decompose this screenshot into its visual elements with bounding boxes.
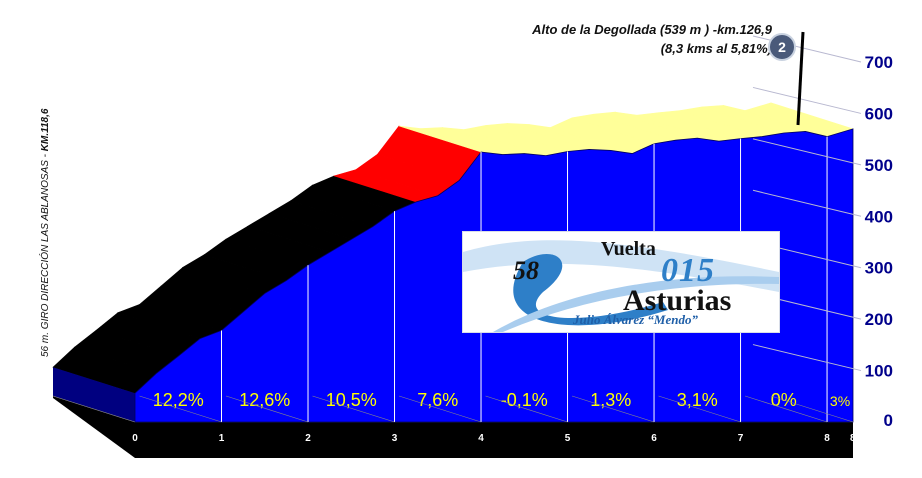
x-tick-label: 7: [738, 433, 744, 444]
y-tick-label: 500: [865, 156, 893, 175]
summit-label-line2: (8,3 kms al 5,81%): [532, 39, 772, 58]
x-tick-label: 2: [305, 433, 311, 444]
grade-label: 12,2%: [153, 390, 204, 410]
summit-label-line1: Alto de la Degollada (539 m ) -km.126,9: [532, 20, 772, 39]
logo-number: 58: [513, 256, 539, 286]
x-tick-label: 3: [392, 433, 398, 444]
x-tick-label: 6: [651, 433, 657, 444]
y-tick-label: 0: [884, 411, 893, 430]
start-note-km: KM.118,6: [40, 109, 51, 152]
summit-label: Alto de la Degollada (539 m ) -km.126,9 …: [532, 20, 772, 58]
race-logo: 58 Vuelta 015 Asturias Julio Álvarez “Me…: [462, 231, 780, 333]
x-tick-label: 1: [219, 433, 225, 444]
y-tick-label: 600: [865, 104, 893, 123]
x-tick-label: 5: [565, 433, 571, 444]
y-tick-label: 200: [865, 310, 893, 329]
brand-badge-icon: 2: [768, 33, 796, 61]
grade-label: 3%: [830, 393, 850, 409]
grade-label: 12,6%: [239, 390, 290, 410]
start-note-text: 56 m. GIRO DIRECCIÓN LAS ABLANOSAS -: [40, 151, 51, 357]
start-note: 56 m. GIRO DIRECCIÓN LAS ABLANOSAS - KM.…: [40, 109, 51, 357]
y-tick-label: 300: [865, 259, 893, 278]
grade-label: 1,3%: [590, 390, 631, 410]
grade-label: -0,1%: [501, 390, 548, 410]
x-tick-label: 0: [132, 433, 138, 444]
x-tick-label: 8: [824, 433, 830, 444]
brand-badge-text: 2: [778, 39, 786, 55]
altitude-profile-chart: 12,2%12,6%10,5%7,6%-0,1%1,3%3,1%0%3% 010…: [0, 0, 922, 478]
y-tick-label: 100: [865, 362, 893, 381]
y-tick-label: 400: [865, 207, 893, 226]
x-tick-label: 4: [478, 433, 484, 444]
x-tick-label: 8.3: [850, 433, 864, 444]
grade-label: 7,6%: [417, 390, 458, 410]
logo-word-vuelta: Vuelta: [601, 238, 656, 261]
logo-author: Julio Álvarez “Mendo”: [573, 312, 698, 328]
grade-label: 10,5%: [326, 390, 377, 410]
grade-label: 3,1%: [677, 390, 718, 410]
summit-marker-line: [798, 32, 803, 125]
y-tick-label: 700: [865, 53, 893, 72]
y-axis: 0 100 200 300 400 500 600 700: [865, 53, 893, 430]
